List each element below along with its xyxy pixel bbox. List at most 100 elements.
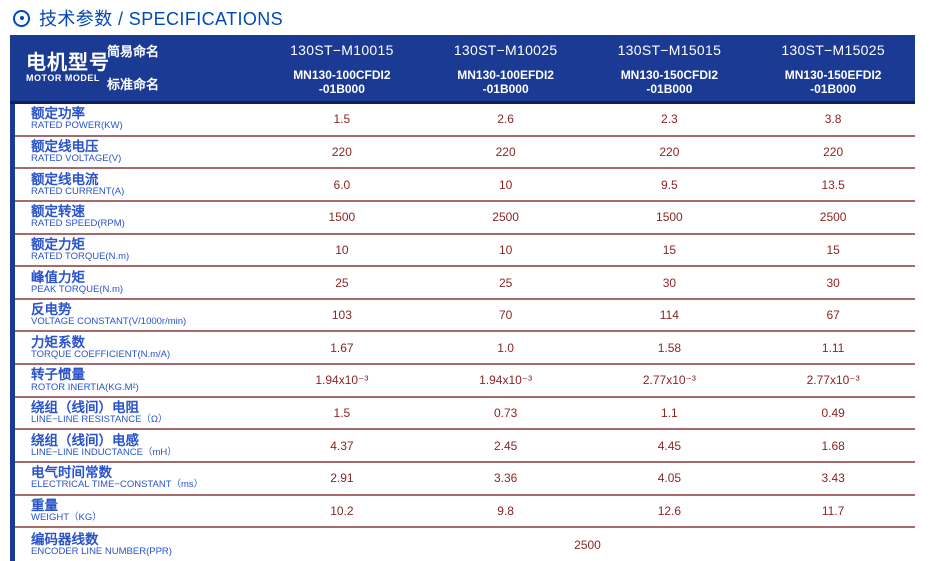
row-label-cn: 额定线电流: [31, 171, 99, 187]
cell-value: 103: [331, 308, 352, 323]
cell-value: 10: [335, 242, 349, 257]
row-label-cn: 转子惯量: [31, 367, 85, 383]
table-row-rated-power: 额定功率 RATED POWER(KW) 1.5 2.6 2.3 3.8: [15, 104, 915, 137]
cell-value: 2.3: [661, 112, 678, 127]
cell-value: 9.8: [497, 504, 514, 518]
cell-value: 11.7: [821, 504, 845, 518]
row-label: 编码器线数 ENCODER LINE NUMBER(PPR): [15, 528, 260, 561]
row-label-cn: 反电势: [31, 302, 72, 318]
cell-value: 220: [659, 144, 680, 159]
cell-value: 2.6: [497, 112, 514, 127]
row-label-cn: 额定功率: [31, 106, 85, 122]
cell-value: 0.73: [493, 406, 518, 421]
table-row-peak-torque: 峰值力矩 PEAK TORQUE(N.m) 25 25 30 30: [15, 267, 915, 300]
model-column-header-3: 130ST−M15015 MN130-150CFDI2 -01B000: [588, 35, 752, 101]
cell-value: 1.5: [333, 406, 351, 421]
cell-value: 220: [331, 144, 352, 159]
model-simple-name: 130ST−M15025: [781, 42, 885, 58]
table-row-voltage-constant: 反电势 VOLTAGE CONSTANT(V/1000r/min) 103 70…: [15, 300, 915, 333]
table-row-rated-torque: 额定力矩 RATED TORQUE(N.m) 10 10 15 15: [15, 235, 915, 268]
cell-value: 9.5: [661, 177, 678, 192]
table-row-line-line-resistance: 绕组（线间）电阻 LINE−LINE RESISTANCE（Ω） 1.5 0.7…: [15, 398, 915, 431]
table-body: 额定功率 RATED POWER(KW) 1.5 2.6 2.3 3.8 额定线…: [10, 104, 915, 561]
cell-value: 220: [495, 144, 516, 159]
model-simple-name: 130ST−M15015: [617, 42, 722, 58]
cell-value: 70: [498, 308, 513, 323]
row-label-cn: 额定转速: [31, 204, 85, 220]
naming-labels: 简易命名 标准命名: [107, 35, 159, 101]
cell-value: 2.77x10⁻³: [642, 373, 696, 388]
cell-value: 15: [662, 242, 677, 257]
table-row-torque-coefficient: 力矩系数 TORQUE COEFFICIENT(N.m/A) 1.67 1.0 …: [15, 332, 915, 366]
cell-value: 25: [498, 275, 513, 290]
cell-value: 6.0: [333, 177, 351, 192]
model-standard-name-line2: -01B000: [810, 82, 857, 96]
standard-name-label: 标准命名: [107, 76, 160, 92]
table-row-rated-voltage: 额定线电压 RATED VOLTAGE(V) 220 220 220 220: [15, 137, 915, 170]
row-label: 额定力矩 RATED TORQUE(N.m): [15, 235, 260, 266]
cell-value: 30: [662, 275, 677, 290]
cell-value: 12.6: [657, 504, 682, 518]
row-label: 额定转速 RATED SPEED(RPM): [15, 202, 260, 233]
cell-value: 2500: [819, 210, 847, 225]
row-label-en: PEAK TORQUE(N.m): [31, 283, 124, 295]
row-label-en: RATED POWER(KW): [31, 120, 123, 132]
row-label-cn: 绕组（线间）电感: [31, 432, 139, 448]
row-label-en: TORQUE COEFFICIENT(N.m/A): [31, 348, 171, 360]
cell-value: 2.91: [330, 471, 354, 486]
row-label-cn: 重量: [31, 497, 58, 513]
row-label-en: LINE−LINE RESISTANCE（Ω）: [31, 414, 168, 426]
model-standard-name-line1: MN130-100EFDI2: [457, 68, 554, 83]
model-standard-name: MN130-150EFDI2 -01B000: [751, 65, 915, 101]
row-label-cn: 额定力矩: [31, 236, 85, 252]
simple-name-label: 简易命名: [107, 43, 160, 59]
row-label-en: RATED CURRENT(A): [31, 185, 125, 197]
row-label: 反电势 VOLTAGE CONSTANT(V/1000r/min): [15, 300, 260, 331]
table-row-weight: 重量 WEIGHT（KG） 10.2 9.8 12.6 11.7: [15, 496, 915, 529]
row-label: 峰值力矩 PEAK TORQUE(N.m): [15, 267, 260, 298]
row-label-cn: 电气时间常数: [31, 465, 112, 481]
table-row-electrical-time-constant: 电气时间常数 ELECTRICAL TIME−CONSTANT（ms） 2.91…: [15, 463, 915, 496]
cell-value: 10: [498, 242, 513, 257]
model-standard-name-line2: -01B000: [482, 82, 529, 96]
cell-value: 2.45: [493, 438, 518, 453]
cell-value-spanning: 2500: [574, 537, 601, 552]
cell-value: 3.36: [493, 471, 518, 486]
model-standard-name: MN130-100CFDI2 -01B000: [260, 65, 424, 101]
row-label-en: LINE−LINE INDUCTANCE（mH）: [31, 446, 177, 458]
cell-value: 1.1: [661, 406, 678, 421]
model-standard-name-line1: MN130-150EFDI2: [784, 68, 882, 83]
cell-value: 220: [823, 144, 844, 159]
cell-value: 15: [826, 242, 840, 257]
cell-value: 3.8: [824, 112, 842, 127]
row-label: 转子惯量 ROTOR INERTIA(KG.M²): [15, 365, 260, 396]
row-label-en: RATED SPEED(RPM): [31, 218, 125, 230]
row-label-cn: 峰值力矩: [31, 269, 85, 285]
cell-value: 1500: [328, 210, 356, 225]
row-label: 重量 WEIGHT（KG）: [15, 496, 260, 527]
row-label-en: RATED TORQUE(N.m): [31, 250, 130, 262]
cell-value: 13.5: [821, 177, 845, 192]
cell-value: 4.37: [330, 438, 354, 453]
section-title: 技术参数 / SPECIFICATIONS: [13, 5, 283, 31]
section-title-text: 技术参数 / SPECIFICATIONS: [39, 9, 284, 29]
row-label-en: WEIGHT（KG）: [31, 512, 102, 524]
circle-dot-icon: [13, 9, 30, 27]
cell-value: 2.77x10⁻³: [806, 373, 860, 388]
model-column-header-2: 130ST−M10025 MN130-100EFDI2 -01B000: [424, 35, 588, 101]
row-label-en: ENCODER LINE NUMBER(PPR): [31, 545, 172, 557]
row-label-cn: 绕组（线间）电阻: [31, 400, 139, 416]
model-standard-name-line1: MN130-150CFDI2: [620, 68, 719, 83]
table-row-rotor-inertia: 转子惯量 ROTOR INERTIA(KG.M²) 1.94x10⁻³ 1.94…: [15, 365, 915, 398]
motor-model-title: 电机型号 MOTOR MODEL: [26, 52, 110, 83]
row-label: 绕组（线间）电阻 LINE−LINE RESISTANCE（Ω）: [15, 398, 260, 429]
model-standard-name-line2: -01B000: [646, 82, 693, 96]
row-label-en: RATED VOLTAGE(V): [31, 153, 122, 165]
row-label: 力矩系数 TORQUE COEFFICIENT(N.m/A): [15, 332, 260, 363]
cell-value: 67: [826, 308, 840, 323]
cell-value: 1.67: [330, 340, 354, 355]
model-simple-name: 130ST−M10015: [290, 42, 394, 58]
cell-value: 25: [335, 275, 349, 290]
row-label: 额定线电流 RATED CURRENT(A): [15, 169, 260, 200]
